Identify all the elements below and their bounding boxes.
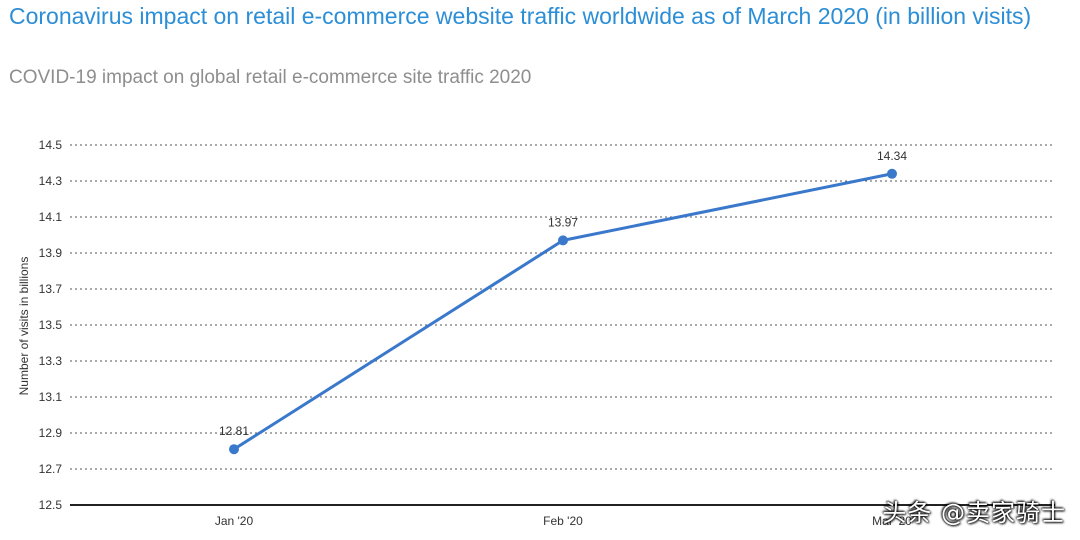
y-tick-label: 13.3 — [39, 354, 63, 368]
y-axis-label: Number of visits in billions — [17, 257, 31, 396]
y-axis-ticks: 12.5 12.7 12.9 13.1 13.3 13.5 13.7 13.9 14.1 14.3… — [39, 138, 63, 512]
x-tick-label: Feb '20 — [543, 514, 583, 528]
y-tick-label: 14.1 — [39, 210, 63, 224]
chart-title: Coronavirus impact on retail e-commerce … — [9, 3, 1032, 29]
data-point[interactable] — [229, 444, 239, 455]
x-tick-label: Jan '20 — [215, 514, 254, 528]
series-visits: 12.81 13.97 14.34 — [219, 149, 907, 455]
y-tick-label: 14.3 — [39, 174, 63, 188]
y-tick-label: 13.1 — [39, 390, 63, 404]
y-tick-label: 13.5 — [39, 318, 63, 332]
y-tick-label: 13.9 — [39, 246, 63, 260]
watermark: 头条 @卖家骑士 — [882, 499, 1066, 527]
data-label: 13.97 — [548, 215, 578, 229]
x-axis-ticks: Jan '20 Feb '20 Mar '20 — [215, 514, 912, 528]
chart-subtitle: COVID-19 impact on global retail e-comme… — [9, 67, 532, 88]
data-point[interactable] — [558, 235, 568, 246]
data-label: 12.81 — [219, 424, 249, 438]
y-tick-label: 12.5 — [39, 498, 63, 512]
y-tick-label: 12.7 — [39, 462, 63, 476]
x-tick-label: Mar '20 — [872, 514, 912, 528]
gridlines — [70, 144, 1055, 506]
y-tick-label: 14.5 — [39, 138, 63, 152]
data-point[interactable] — [887, 168, 897, 179]
y-tick-label: 12.9 — [39, 426, 63, 440]
data-label: 14.34 — [877, 149, 907, 163]
y-tick-label: 13.7 — [39, 282, 63, 296]
